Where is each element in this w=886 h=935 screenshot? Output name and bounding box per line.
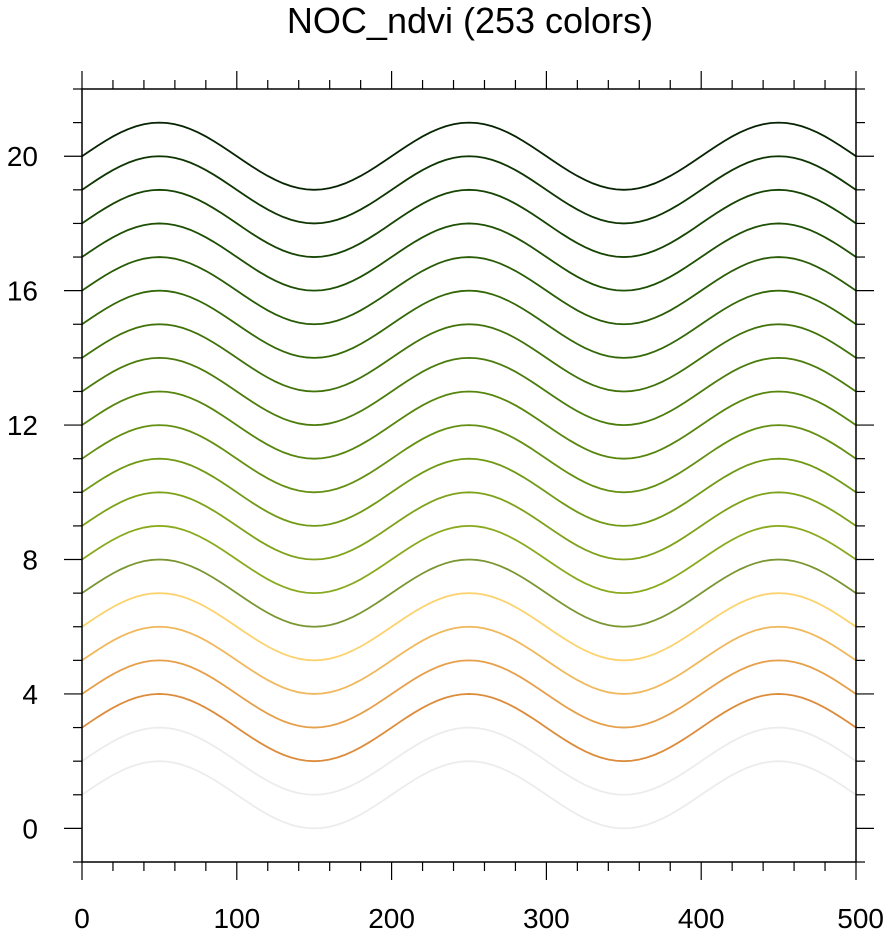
series-line-8 [81, 525, 857, 595]
series-line-15 [81, 289, 857, 359]
series-line-1 [81, 760, 857, 830]
series-line-12 [81, 390, 857, 460]
y-tick-label: 8 [22, 545, 38, 576]
x-tick-label: 500 [837, 903, 884, 934]
tick-labels-layer: 0 100 200 300 400 500 0 4 8 12 16 20 [7, 141, 884, 934]
x-tick-label: 400 [678, 903, 725, 934]
y-tick-label: 4 [22, 679, 38, 710]
y-tick-label: 0 [22, 813, 38, 844]
series-line-16 [81, 256, 857, 326]
ticks-layer [64, 71, 874, 880]
x-tick-label: 100 [213, 903, 260, 934]
x-tick-label: 300 [523, 903, 570, 934]
series-line-6 [81, 592, 857, 662]
series-line-17 [81, 222, 857, 292]
x-tick-label: 0 [74, 903, 90, 934]
series-line-10 [81, 457, 857, 527]
y-tick-label: 20 [7, 141, 38, 172]
series-line-7 [81, 558, 857, 628]
chart-title: NOC_ndvi (253 colors) [287, 0, 653, 41]
y-tick-label: 12 [7, 410, 38, 441]
x-tick-label: 200 [368, 903, 415, 934]
series-layer [81, 121, 857, 830]
series-line-9 [81, 491, 857, 561]
series-line-20 [81, 121, 857, 191]
series-line-3 [81, 693, 857, 763]
series-line-5 [81, 625, 857, 695]
plot-frame [81, 88, 857, 863]
series-line-19 [81, 155, 857, 225]
series-line-13 [81, 356, 857, 426]
series-line-14 [81, 323, 857, 393]
series-line-18 [81, 188, 857, 258]
series-line-4 [81, 659, 857, 729]
series-line-11 [81, 424, 857, 494]
series-line-2 [81, 726, 857, 796]
y-tick-label: 16 [7, 276, 38, 307]
